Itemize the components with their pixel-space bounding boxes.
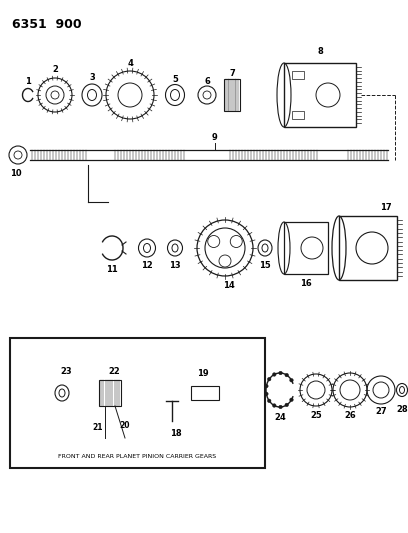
Text: 9: 9: [212, 133, 218, 141]
Text: 25: 25: [310, 411, 322, 421]
Text: 26: 26: [344, 411, 356, 421]
Circle shape: [264, 384, 268, 388]
Bar: [10, 338, 265, 468]
Text: 17: 17: [380, 204, 392, 213]
Text: 8: 8: [317, 46, 323, 55]
Circle shape: [285, 373, 288, 377]
Bar: [339, 216, 397, 280]
Text: 24: 24: [274, 414, 286, 423]
Circle shape: [267, 399, 271, 402]
Bar: [99, 380, 121, 406]
Text: 18: 18: [170, 429, 182, 438]
Text: 20: 20: [120, 422, 130, 431]
Bar: [284, 222, 328, 274]
Text: 4: 4: [127, 60, 133, 69]
Circle shape: [285, 403, 288, 407]
Circle shape: [279, 405, 282, 409]
Circle shape: [267, 377, 271, 381]
Circle shape: [290, 398, 293, 401]
Text: 7: 7: [229, 69, 235, 78]
Text: 23: 23: [60, 367, 72, 376]
Circle shape: [279, 371, 282, 375]
Text: 3: 3: [89, 74, 95, 83]
Circle shape: [264, 392, 268, 395]
Text: 13: 13: [169, 261, 181, 270]
Text: 12: 12: [141, 262, 153, 271]
Circle shape: [290, 378, 293, 382]
Circle shape: [273, 373, 276, 376]
Text: 27: 27: [375, 408, 387, 416]
Text: 21: 21: [93, 424, 103, 432]
Text: 19: 19: [197, 368, 209, 377]
Bar: [284, 63, 356, 127]
Text: 6351  900: 6351 900: [12, 18, 82, 31]
Text: 22: 22: [108, 367, 120, 376]
Bar: [224, 79, 240, 111]
Text: 10: 10: [10, 168, 22, 177]
Text: FRONT AND REAR PLANET PINION CARRIER GEARS: FRONT AND REAR PLANET PINION CARRIER GEA…: [58, 454, 217, 458]
Circle shape: [273, 403, 276, 407]
Text: 1: 1: [25, 77, 31, 85]
Text: 15: 15: [259, 262, 271, 271]
Bar: [191, 386, 219, 400]
Text: 28: 28: [396, 406, 408, 415]
Text: 6: 6: [204, 77, 210, 85]
Text: 5: 5: [172, 75, 178, 84]
Bar: [292, 111, 304, 119]
Bar: [292, 71, 304, 79]
Text: 16: 16: [300, 279, 312, 288]
Text: 14: 14: [223, 280, 235, 289]
Text: 2: 2: [52, 66, 58, 75]
Text: 11: 11: [106, 265, 118, 274]
